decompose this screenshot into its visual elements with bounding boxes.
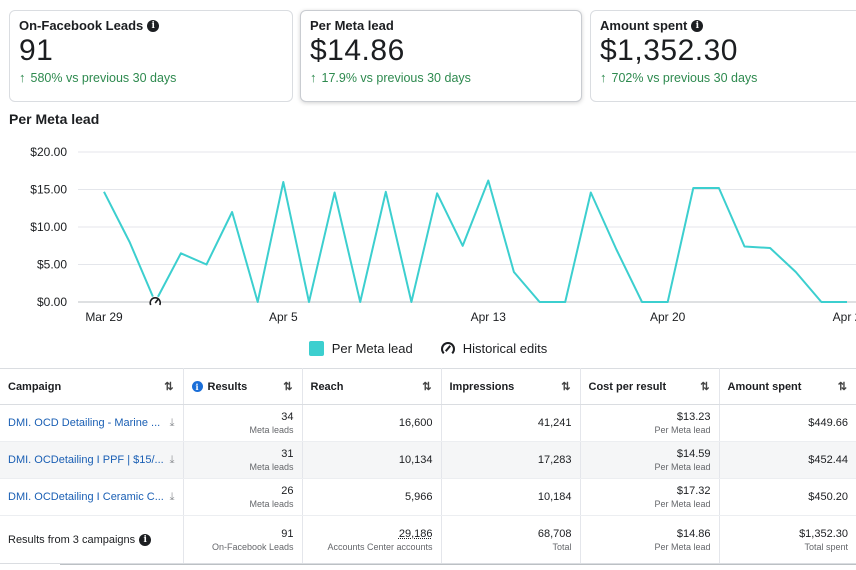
kpi-card-amount-spent[interactable]: Amount spent i $1,352.30 ↑ 702% vs previ…	[590, 10, 856, 102]
line-chart: $0.00 $5.00 $10.00 $15.00 $20.00 Mar 29 Apr 5 A…	[30, 145, 856, 324]
x-tick-label: Apr 5	[269, 310, 298, 324]
kpi-title: On-Facebook Leads i	[19, 18, 283, 33]
col-header-impressions[interactable]: Impressions ⇅	[441, 368, 581, 405]
legend-swatch	[308, 341, 324, 356]
sort-icon[interactable]: ⇅	[561, 381, 571, 393]
col-header-amount-spent[interactable]: Amount spent ⇅	[719, 368, 856, 405]
col-header-campaign[interactable]: Campaign ⇅	[0, 368, 184, 405]
sort-icon[interactable]: ⇅	[422, 381, 432, 393]
campaigns-table: Campaign ⇅ i Results ⇅ Reach ⇅ Impressions ⇅ …	[0, 368, 856, 564]
info-icon[interactable]: i	[139, 533, 152, 546]
y-tick-label: $0.00	[37, 295, 67, 309]
sort-icon[interactable]: ⇅	[164, 381, 174, 393]
x-tick-label: Apr 2	[833, 310, 856, 324]
table-row: DMI. OCDetailing I Ceramic C... ⤓ 26 Meta …	[0, 478, 856, 516]
campaign-link[interactable]: DMI. OCDetailing I PPF | $15/... ⤓	[8, 453, 175, 467]
info-icon[interactable]: i	[191, 381, 203, 393]
kpi-value: $1,352.30	[600, 34, 738, 67]
kpi-card-per-lead[interactable]: Per Meta lead $14.86 ↑ 17.9% vs previous…	[300, 10, 582, 102]
y-tick-label: $20.00	[30, 145, 67, 159]
y-tick-label: $15.00	[30, 183, 67, 197]
legend-item-historical-edits[interactable]: Historical edits	[440, 341, 547, 356]
col-header-cost-per-result[interactable]: Cost per result ⇅	[580, 368, 720, 405]
bottom-divider	[60, 564, 856, 565]
arrow-up-icon: ↑	[19, 70, 26, 85]
kpi-card-leads[interactable]: On-Facebook Leads i 91 ↑ 580% vs previou…	[9, 10, 293, 102]
chart-title: Per Meta lead	[9, 111, 100, 127]
info-icon[interactable]: i	[147, 19, 160, 32]
kpi-delta: ↑ 17.9% vs previous 30 days	[310, 70, 471, 85]
historical-edit-marker[interactable]	[149, 296, 162, 308]
chart-legend: Per Meta lead Historical edits	[0, 341, 856, 356]
y-tick-label: $10.00	[30, 220, 67, 234]
x-tick-label: Apr 20	[650, 310, 686, 324]
x-tick-label: Apr 13	[471, 310, 507, 324]
download-icon[interactable]: ⤓	[169, 416, 175, 429]
summary-label: Results from 3 campaigns i	[8, 533, 175, 546]
x-tick-label: Mar 29	[85, 310, 123, 324]
download-icon[interactable]: ⤓	[169, 453, 175, 466]
kpi-value: 91	[19, 34, 54, 67]
col-header-results[interactable]: i Results ⇅	[183, 368, 303, 405]
legend-item-series[interactable]: Per Meta lead	[308, 341, 413, 356]
historical-edits-icon	[440, 341, 455, 356]
series-line-per-meta-lead[interactable]	[103, 179, 847, 303]
table-header-row: Campaign ⇅ i Results ⇅ Reach ⇅ Impressions ⇅ …	[0, 368, 856, 405]
kpi-delta: ↑ 702% vs previous 30 days	[600, 70, 758, 85]
sort-icon[interactable]: ⇅	[837, 381, 847, 393]
sort-icon[interactable]: ⇅	[283, 381, 293, 393]
kpi-value: $14.86	[310, 34, 405, 67]
kpi-title: Per Meta lead	[310, 18, 394, 33]
table-row: DMI. OCDetailing I PPF | $15/... ⤓ 31 Meta…	[0, 441, 856, 479]
y-tick-label: $5.00	[37, 258, 67, 272]
campaign-link[interactable]: DMI. OCDetailing I Ceramic C... ⤓	[8, 490, 175, 504]
kpi-delta: ↑ 580% vs previous 30 days	[19, 70, 177, 85]
table-row: DMI. OCD Detailing - Marine ... ⤓ 34 Meta …	[0, 404, 856, 442]
table-summary-row: Results from 3 campaigns i 91 On-Facebook …	[0, 515, 856, 564]
info-icon[interactable]: i	[691, 19, 704, 32]
download-icon[interactable]: ⤓	[169, 490, 175, 503]
arrow-up-icon: ↑	[600, 70, 607, 85]
col-header-reach[interactable]: Reach ⇅	[302, 368, 442, 405]
arrow-up-icon: ↑	[310, 70, 317, 85]
campaign-link[interactable]: DMI. OCD Detailing - Marine ... ⤓	[8, 416, 175, 430]
kpi-title: Amount spent i	[600, 18, 856, 33]
sort-icon[interactable]: ⇅	[700, 381, 710, 393]
